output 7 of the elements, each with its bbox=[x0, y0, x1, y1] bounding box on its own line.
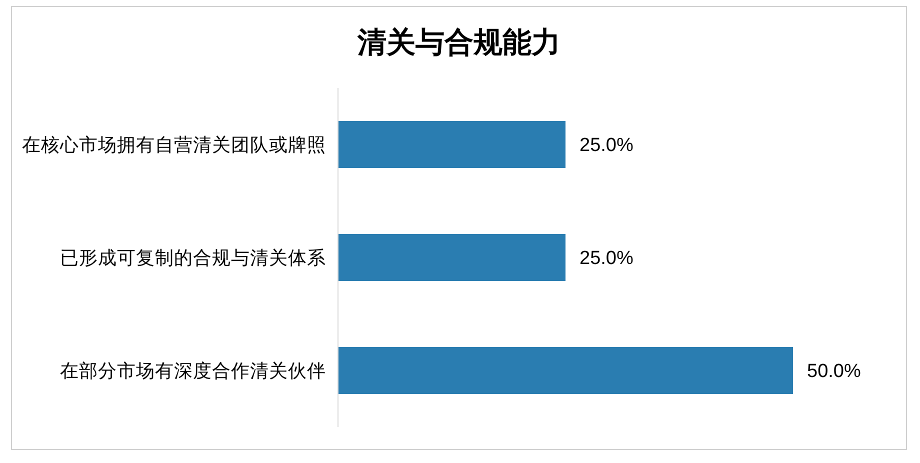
y-tick-label: 在核心市场拥有自营清关团队或牌照 bbox=[22, 134, 326, 156]
y-tick-label: 在部分市场有深度合作清关伙伴 bbox=[60, 360, 326, 382]
y-tick-label: 已形成可复制的合规与清关体系 bbox=[60, 247, 326, 268]
data-label: 25.0% bbox=[580, 248, 634, 270]
data-label: 50.0% bbox=[807, 361, 861, 382]
data-label: 25.0% bbox=[580, 135, 634, 156]
chart-title: 清关与合规能力 bbox=[356, 26, 562, 60]
